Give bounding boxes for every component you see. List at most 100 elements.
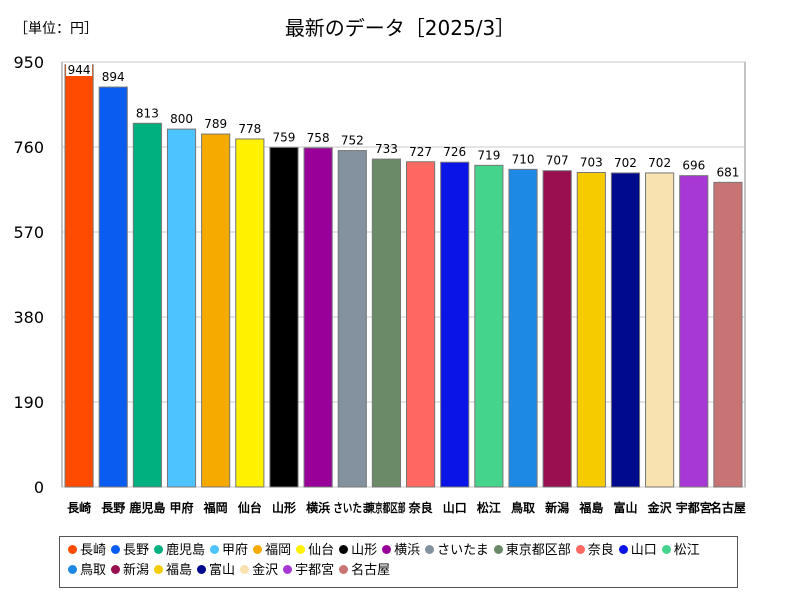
legend-item: 奈良 <box>575 541 614 561</box>
chart-legend: 長崎 長野 鹿児島 甲府 福岡 仙台 山形 横浜 さいたま 東京都区部 奈良 山口 松江鳥取 新潟 福島 富山… <box>59 536 738 588</box>
x-tick-label: 名古屋 <box>710 500 746 515</box>
bar-長野 <box>98 86 128 488</box>
legend-item: 金沢 <box>240 561 278 581</box>
bar-名古屋 <box>713 181 743 488</box>
bar-金沢 <box>645 172 675 488</box>
legend-item: 山形 <box>339 541 377 561</box>
value-label: 752 <box>341 134 364 148</box>
legend-label: 奈良 <box>587 543 614 558</box>
bar-chart: 0 190 380 570 760 950 944 長崎 894 長野 813 鹿児島 800 甲府 789… <box>13 53 746 515</box>
legend-item: 鹿児島 <box>154 541 205 561</box>
x-tick-label: 宇都宮 <box>676 500 712 515</box>
legend-label: 名古屋 <box>351 563 391 578</box>
value-label: 703 <box>580 156 603 170</box>
bar-宇都宮 <box>679 175 709 488</box>
legend-label: 福島 <box>166 563 193 578</box>
x-tick-label: 奈良 <box>408 500 433 515</box>
legend-label: 宇都宮 <box>295 563 335 578</box>
legend-item: 甲府 <box>210 541 248 561</box>
y-tick-label: 760 <box>13 138 44 157</box>
value-label: 789 <box>204 117 227 131</box>
bar-長崎 <box>64 64 94 488</box>
legend-label: 横浜 <box>394 543 421 558</box>
x-tick-label: 鳥取 <box>511 500 535 515</box>
value-label: 733 <box>375 142 398 156</box>
bar-横浜 <box>303 147 333 488</box>
value-label: 726 <box>443 145 466 159</box>
legend-swatch <box>68 545 77 554</box>
legend-item: 新潟 <box>111 561 149 581</box>
legend-swatch <box>661 545 671 554</box>
legend-item: 長野 <box>111 541 149 561</box>
legend-label: 長野 <box>123 543 150 558</box>
x-tick-label: 山形 <box>272 500 296 515</box>
legend-swatch <box>253 545 263 554</box>
legend-swatch <box>111 545 121 554</box>
legend-item: 東京都区部 <box>493 541 571 561</box>
chart-title: 最新のデータ［2025/3］ <box>284 16 516 40</box>
legend-swatch <box>68 565 77 574</box>
x-tick-label: 仙台 <box>238 500 262 515</box>
legend-item: 長崎 <box>68 541 106 561</box>
legend-swatch <box>339 545 349 554</box>
legend-label: 福岡 <box>265 543 292 558</box>
x-tick-label: 長野 <box>101 500 125 515</box>
legend-label: 鹿児島 <box>166 543 206 558</box>
legend-item: さいたま <box>425 541 489 561</box>
bar-鳥取 <box>508 168 538 488</box>
legend-swatch <box>154 545 164 554</box>
y-tick-label: 570 <box>13 223 44 242</box>
legend-item: 福島 <box>154 561 192 581</box>
value-label: 894 <box>102 70 125 84</box>
x-tick-label: さいたま <box>333 501 371 515</box>
legend-label: 甲府 <box>222 543 249 558</box>
legend-swatch <box>575 545 585 554</box>
x-tick-label: 甲府 <box>170 500 194 515</box>
bar-山形 <box>269 146 299 488</box>
value-label: 759 <box>273 130 296 144</box>
legend-swatch <box>296 545 306 554</box>
y-tick-label: 190 <box>13 393 44 412</box>
bar-東京都区部 <box>371 158 402 488</box>
value-label: 778 <box>238 122 261 136</box>
bar-甲府 <box>166 128 197 488</box>
legend-label: 新潟 <box>123 563 150 578</box>
plot-area <box>61 61 746 488</box>
legend-label: さいたま <box>437 543 489 558</box>
legend-item: 山口 <box>618 541 657 561</box>
value-label: 710 <box>512 152 535 166</box>
x-tick-label: 富山 <box>613 500 637 515</box>
bar-福島 <box>576 172 606 488</box>
value-label: 813 <box>136 106 159 120</box>
x-tick-label: 鹿児島 <box>129 500 165 515</box>
legend-swatch <box>197 565 207 574</box>
legend-item: 松江 <box>661 541 700 561</box>
legend-swatch <box>382 545 392 554</box>
value-label: 696 <box>682 159 705 173</box>
x-tick-label: 福島 <box>578 500 603 515</box>
x-tick-label: 長崎 <box>67 500 91 515</box>
bar-鹿児島 <box>132 122 162 488</box>
bar-山口 <box>440 161 470 488</box>
y-tick-label: 0 <box>34 478 44 497</box>
legend-swatch <box>618 545 628 554</box>
legend-swatch <box>283 565 293 574</box>
legend-item: 宇都宮 <box>283 561 334 581</box>
legend-item: 横浜 <box>382 541 420 561</box>
legend-swatch <box>210 545 220 554</box>
legend-item: 名古屋 <box>339 561 390 581</box>
value-label: 944 <box>68 63 91 77</box>
legend-item: 鳥取 <box>68 561 106 581</box>
y-tick-label: 950 <box>13 53 44 72</box>
bar-福岡 <box>201 133 231 488</box>
bar-松江 <box>474 164 504 488</box>
legend-swatch <box>111 565 121 574</box>
legend-label: 金沢 <box>252 563 279 578</box>
x-tick-label: 松江 <box>477 500 501 515</box>
legend-label: 富山 <box>209 563 236 578</box>
value-label: 702 <box>614 156 637 170</box>
value-label: 800 <box>170 112 193 126</box>
legend-swatch <box>154 565 164 574</box>
bar-さいたま <box>337 150 367 488</box>
x-tick-label: 新潟 <box>545 500 569 515</box>
